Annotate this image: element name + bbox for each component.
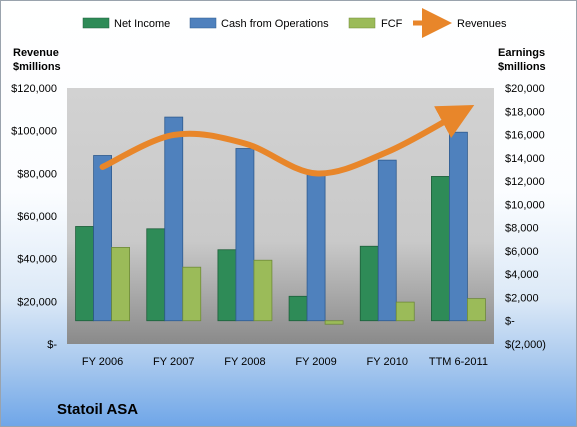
bar-cash-from-operations-fy-2008 bbox=[235, 148, 255, 322]
right-tick-label: $12,000 bbox=[505, 176, 545, 188]
bar-cash-from-operations-fy-2009 bbox=[306, 172, 326, 322]
revenues-line bbox=[99, 105, 475, 177]
bar-fcf-ttm-6-2011 bbox=[467, 298, 486, 322]
category-label-ttm-6-2011: TTM 6-2011 bbox=[429, 356, 488, 368]
right-tick-label: $- bbox=[505, 316, 515, 328]
right-tick-label: $8,000 bbox=[505, 223, 539, 235]
legend-swatch-cash-from-operations bbox=[189, 17, 217, 29]
bar-net-income-fy-2009 bbox=[288, 295, 308, 322]
bar-cash-from-operations-fy-2007 bbox=[164, 116, 184, 322]
right-tick-label: $(2,000) bbox=[505, 339, 546, 351]
legend-swatch-net-income bbox=[82, 17, 110, 29]
bar-fcf-fy-2008 bbox=[253, 259, 273, 322]
bars bbox=[75, 116, 486, 325]
legend-label-cash-from-operations: Cash from Operations bbox=[221, 18, 329, 30]
legend-label-fcf: FCF bbox=[381, 18, 403, 30]
bar-cash-from-operations-fy-2006 bbox=[93, 155, 112, 322]
category-label-fy-2007: FY 2007 bbox=[153, 356, 194, 368]
revenue-line-layer bbox=[99, 105, 475, 177]
left-tick-label: $120,000 bbox=[11, 83, 57, 95]
legend-label-net-income: Net Income bbox=[114, 18, 170, 30]
left-axis-title-line2: $millions bbox=[13, 61, 61, 73]
right-axis-ticks: $20,000 $18,000 $16,000 $14,000 $12,000 $10,0… bbox=[505, 83, 546, 351]
left-tick-label: $100,000 bbox=[11, 126, 57, 138]
left-tick-label: $40,000 bbox=[17, 254, 57, 266]
category-labels: FY 2006 FY 2007 FY 2008 FY 2009 FY 2010 TTM 6… bbox=[82, 356, 488, 368]
category-label-fy-2008: FY 2008 bbox=[224, 356, 265, 368]
bar-net-income-ttm-6-2011 bbox=[431, 176, 450, 322]
right-axis-title-line2: $millions bbox=[498, 61, 546, 73]
bar-cash-from-operations-fy-2010 bbox=[377, 159, 397, 322]
right-tick-label: $4,000 bbox=[505, 269, 539, 281]
legend-swatch-fcf bbox=[348, 17, 376, 29]
legend-label-revenues: Revenues bbox=[457, 18, 507, 30]
right-tick-label: $2,000 bbox=[505, 292, 539, 304]
bar-net-income-fy-2006 bbox=[75, 226, 94, 322]
bar-fcf-fy-2007 bbox=[182, 266, 202, 322]
right-tick-label: $10,000 bbox=[505, 199, 545, 211]
left-axis-ticks: $120,000 $100,000 $80,000 $60,000 $40,000 $20… bbox=[11, 83, 57, 351]
plot-area bbox=[67, 88, 494, 344]
bar-fcf-fy-2009 bbox=[324, 320, 344, 325]
category-label-fy-2009: FY 2009 bbox=[295, 356, 336, 368]
right-axis-title-line1: Earnings bbox=[498, 47, 545, 59]
company-name: Statoil ASA bbox=[57, 401, 138, 418]
right-tick-label: $20,000 bbox=[505, 83, 545, 95]
left-axis-title-line1: Revenue bbox=[13, 47, 59, 59]
bar-fcf-fy-2006 bbox=[111, 247, 130, 322]
left-tick-label: $80,000 bbox=[17, 168, 57, 180]
category-label-fy-2010: FY 2010 bbox=[367, 356, 408, 368]
right-tick-label: $14,000 bbox=[505, 153, 545, 165]
category-label-fy-2006: FY 2006 bbox=[82, 356, 123, 368]
right-tick-label: $6,000 bbox=[505, 246, 539, 258]
bar-fcf-fy-2010 bbox=[395, 301, 415, 322]
legend: Net Income Cash from Operations FCF Reve… bbox=[82, 8, 507, 38]
bar-net-income-fy-2008 bbox=[217, 249, 237, 322]
right-tick-label: $18,000 bbox=[505, 106, 545, 118]
left-tick-label: $20,000 bbox=[17, 296, 57, 308]
bar-cash-from-operations-ttm-6-2011 bbox=[449, 131, 468, 322]
left-tick-label: $- bbox=[47, 339, 57, 351]
bar-net-income-fy-2007 bbox=[146, 228, 166, 322]
right-tick-label: $16,000 bbox=[505, 130, 545, 142]
left-tick-label: $60,000 bbox=[17, 211, 57, 223]
bar-net-income-fy-2010 bbox=[359, 245, 379, 322]
